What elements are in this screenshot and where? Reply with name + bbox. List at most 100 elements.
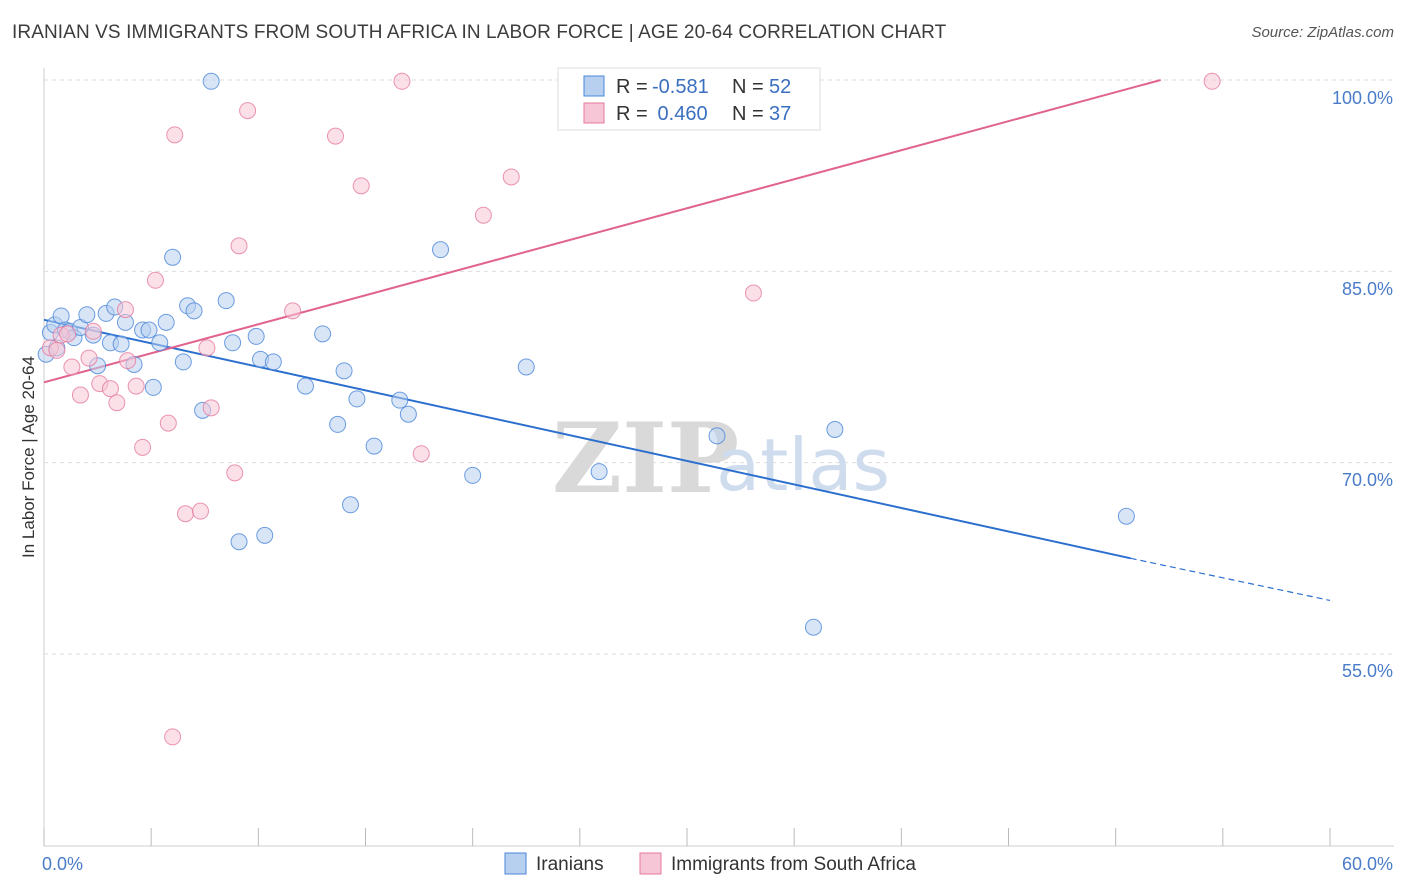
point-south-africa-14 bbox=[134, 438, 152, 456]
stats-legend: R = -0.581 N = 52 R = 0.460 N = 37 bbox=[557, 67, 821, 131]
legend-r-value-2: 0.460 bbox=[652, 103, 708, 125]
point-south-africa-3 bbox=[59, 325, 77, 343]
point-south-africa-19 bbox=[176, 505, 194, 523]
point-iranians-46 bbox=[464, 466, 482, 484]
source-label: Source: ZipAtlas.com bbox=[1251, 24, 1394, 41]
point-south-africa-9 bbox=[101, 380, 119, 398]
point-iranians-35 bbox=[264, 353, 282, 371]
y-axis-title: In Labor Force | Age 20-64 bbox=[19, 356, 38, 558]
point-iranians-30 bbox=[224, 334, 242, 352]
legend-swatch-iranians bbox=[583, 75, 605, 97]
point-south-africa-24 bbox=[230, 237, 248, 255]
point-iranians-38 bbox=[329, 415, 347, 433]
point-iranians-19 bbox=[140, 321, 158, 339]
legend-r-label-2: R = bbox=[616, 103, 648, 125]
data-points bbox=[37, 72, 1221, 746]
y-tick-label-55: 55.0% bbox=[1342, 661, 1393, 681]
point-south-africa-7 bbox=[84, 322, 102, 340]
point-iranians-26 bbox=[185, 302, 203, 320]
watermark-atlas: atlas bbox=[716, 423, 890, 507]
x-tick-label-min: 0.0% bbox=[42, 854, 83, 874]
point-iranians-21 bbox=[151, 334, 169, 352]
point-south-africa-21 bbox=[198, 339, 216, 357]
point-south-africa-20 bbox=[191, 502, 209, 520]
point-iranians-31 bbox=[230, 533, 248, 551]
point-south-africa-27 bbox=[326, 127, 344, 145]
y-tick-label-85: 85.0% bbox=[1342, 279, 1393, 299]
series-legend-label-south-africa: Immigrants from South Africa bbox=[671, 854, 916, 875]
point-iranians-50 bbox=[804, 618, 822, 636]
point-iranians-40 bbox=[341, 496, 359, 514]
point-iranians-22 bbox=[157, 313, 175, 331]
point-south-africa-22 bbox=[202, 399, 220, 417]
legend-r-value-1: -0.581 bbox=[652, 76, 709, 98]
point-south-africa-16 bbox=[159, 414, 177, 432]
point-south-africa-4 bbox=[63, 358, 81, 376]
point-iranians-43 bbox=[391, 391, 409, 409]
series-legend-swatch-iranians bbox=[504, 852, 527, 875]
point-iranians-39 bbox=[335, 362, 353, 380]
legend-n-label-2: N = bbox=[732, 103, 764, 125]
series-legend-label-iranians: Iranians bbox=[536, 854, 604, 875]
point-south-africa-32 bbox=[502, 168, 520, 186]
point-iranians-49 bbox=[708, 427, 726, 445]
point-iranians-45 bbox=[432, 241, 450, 259]
point-south-africa-11 bbox=[116, 301, 134, 319]
point-iranians-23 bbox=[164, 248, 182, 266]
point-iranians-15 bbox=[112, 335, 130, 353]
trend-line-south-africa bbox=[43, 79, 1161, 384]
point-south-africa-5 bbox=[71, 386, 89, 404]
point-south-africa-15 bbox=[146, 271, 164, 289]
point-south-africa-33 bbox=[744, 284, 762, 302]
series-legend-swatch-south-africa bbox=[639, 852, 662, 875]
point-iranians-52 bbox=[1117, 507, 1135, 525]
x-tick-label-max: 60.0% bbox=[1342, 854, 1393, 874]
watermark-zip: ZIP bbox=[552, 402, 739, 515]
point-iranians-42 bbox=[365, 437, 383, 455]
legend-n-value-1: 52 bbox=[769, 76, 791, 98]
legend-n-label-1: N = bbox=[732, 76, 764, 98]
point-iranians-9 bbox=[78, 306, 96, 324]
point-south-africa-13 bbox=[127, 377, 145, 395]
point-iranians-4 bbox=[52, 307, 70, 325]
trend-lines bbox=[43, 79, 1331, 602]
point-iranians-41 bbox=[348, 390, 366, 408]
legend-n-value-2: 37 bbox=[769, 103, 791, 125]
point-south-africa-29 bbox=[393, 72, 411, 90]
point-south-africa-31 bbox=[474, 206, 492, 224]
point-iranians-32 bbox=[247, 327, 265, 345]
point-iranians-34 bbox=[256, 526, 274, 544]
legend-r-label-1: R = bbox=[616, 76, 648, 98]
point-south-africa-30 bbox=[412, 445, 430, 463]
point-south-africa-23 bbox=[226, 464, 244, 482]
point-south-africa-34 bbox=[1203, 72, 1221, 90]
point-iranians-20 bbox=[144, 378, 162, 396]
gridlines bbox=[44, 79, 1394, 655]
series-legend: Iranians Immigrants from South Africa bbox=[504, 852, 916, 875]
x-axis-ticks bbox=[43, 828, 1331, 846]
point-iranians-44 bbox=[399, 405, 417, 423]
point-south-africa-17 bbox=[164, 728, 182, 746]
y-tick-label-100: 100.0% bbox=[1332, 88, 1393, 108]
point-south-africa-12 bbox=[119, 352, 137, 370]
point-south-africa-25 bbox=[239, 102, 257, 120]
point-iranians-37 bbox=[314, 325, 332, 343]
point-south-africa-1 bbox=[48, 341, 66, 359]
point-iranians-47 bbox=[517, 358, 535, 376]
point-iranians-48 bbox=[590, 463, 608, 481]
point-iranians-29 bbox=[217, 292, 235, 310]
point-iranians-51 bbox=[826, 421, 844, 439]
trend-line-iranians-extension bbox=[1130, 557, 1331, 602]
point-iranians-28 bbox=[202, 72, 220, 90]
chart-title: IRANIAN VS IMMIGRANTS FROM SOUTH AFRICA … bbox=[12, 22, 947, 43]
point-iranians-36 bbox=[296, 377, 314, 395]
legend-swatch-south-africa bbox=[583, 102, 605, 124]
point-south-africa-26 bbox=[284, 302, 302, 320]
y-tick-label-70: 70.0% bbox=[1342, 470, 1393, 490]
trend-line-iranians bbox=[43, 318, 1131, 560]
point-south-africa-18 bbox=[166, 126, 184, 144]
point-south-africa-6 bbox=[80, 349, 98, 367]
point-south-africa-28 bbox=[352, 177, 370, 195]
point-south-africa-10 bbox=[108, 394, 126, 412]
